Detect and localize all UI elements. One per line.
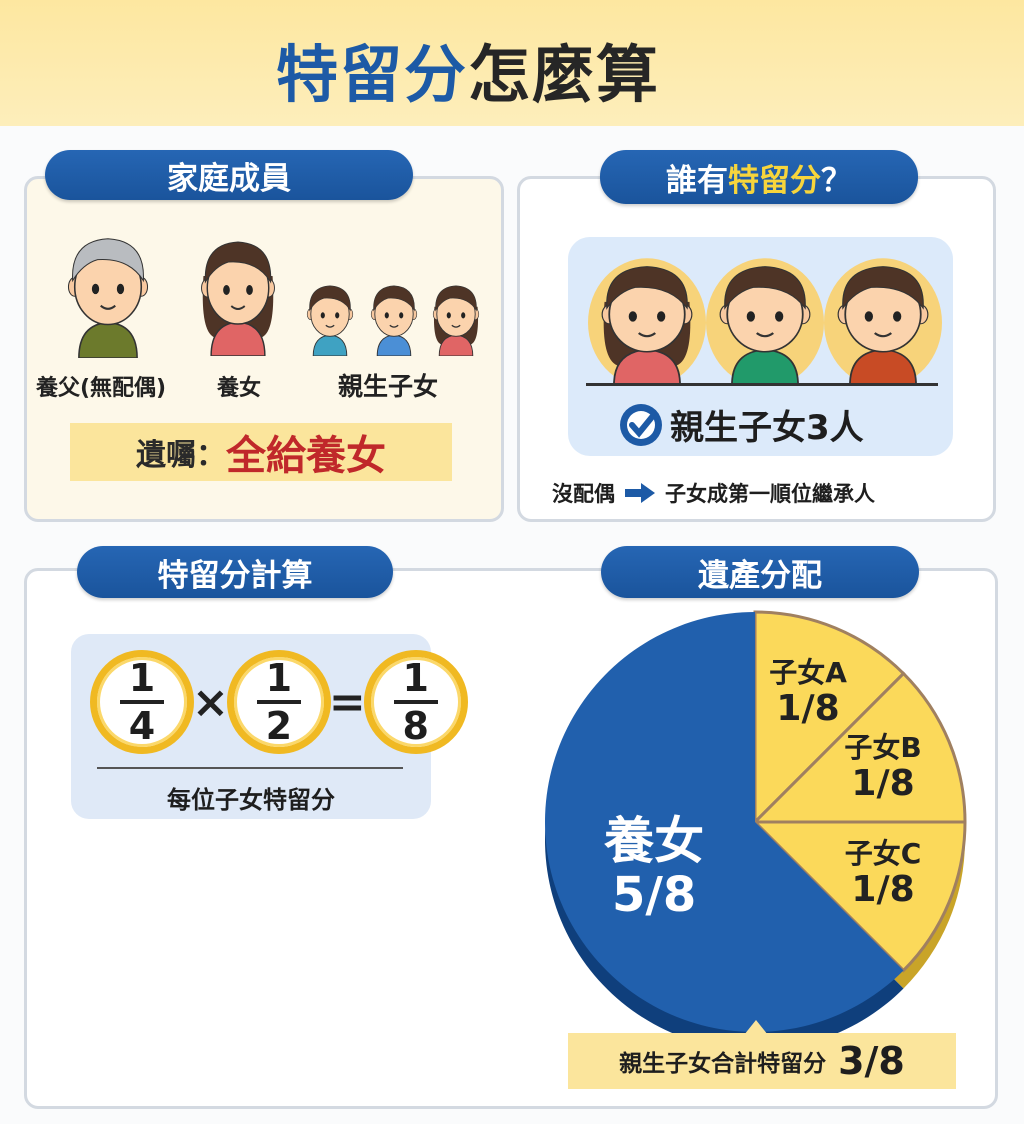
header-band xyxy=(0,0,1024,126)
label-adoptive-father: 養父(無配偶) xyxy=(36,376,167,401)
label-adopted-daughter: 養女 xyxy=(217,376,262,401)
adoptive-father-icon xyxy=(56,222,160,359)
pie-label-value: 5/8 xyxy=(611,866,697,923)
formula-caption: 每位子女特留分 xyxy=(167,786,335,814)
checkmark-icon xyxy=(620,403,662,446)
child-icon xyxy=(364,276,424,357)
pie-label: 子女B 1/8 xyxy=(813,730,953,804)
pie-slice-4 xyxy=(545,612,904,1032)
distribution-title: 遺產分配 xyxy=(601,546,919,598)
family-title: 家庭成員 xyxy=(45,150,413,200)
pie-slice-3 xyxy=(751,820,967,973)
denominator: 4 xyxy=(128,704,156,748)
title-highlight: 特留分 xyxy=(275,38,468,111)
note-row: 沒配偶 子女成第一順位繼承人 xyxy=(552,478,875,508)
child-icon xyxy=(426,276,486,357)
check-row: 親生子女3人 xyxy=(618,400,864,449)
denominator: 8 xyxy=(402,704,429,748)
child-a-icon xyxy=(588,250,706,388)
pie-label-name: 子女C xyxy=(844,837,922,871)
pie-label: 養女 5/8 xyxy=(584,811,724,923)
inheritance-pie-chart xyxy=(545,610,967,1040)
will-label: 遺囑： xyxy=(136,438,226,473)
pie-label-value: 1/8 xyxy=(776,687,840,729)
total-banner: 親生子女合計特留分 3/8 xyxy=(568,1033,956,1089)
check-text: 親生子女3人 xyxy=(670,408,864,448)
pie-label-value: 1/8 xyxy=(851,868,915,910)
pie-label-value: 1/8 xyxy=(851,762,915,804)
title-post: ？ xyxy=(821,162,852,199)
ground-line xyxy=(586,383,938,386)
child-b-icon xyxy=(706,250,824,388)
will-value: 全給養女 xyxy=(226,433,386,479)
pie-label-name: 子女B xyxy=(844,730,922,764)
pie-label-name: 養女 xyxy=(604,811,705,870)
numerator: 1 xyxy=(265,656,293,700)
equals-sign: = xyxy=(328,676,366,728)
pie-slice-1 xyxy=(753,610,906,826)
times-sign: × xyxy=(192,676,229,728)
pie-label: 子女C 1/8 xyxy=(813,837,953,910)
pie-label-name: 子女A xyxy=(769,655,847,689)
numerator: 1 xyxy=(402,656,429,700)
heirs-title: 誰有 特留分？ xyxy=(600,150,918,204)
total-value: 3/8 xyxy=(838,1039,905,1083)
title-highlight: 特留分 xyxy=(728,162,821,199)
note-left: 沒配偶 xyxy=(552,482,615,506)
total-label: 親生子女合計特留分 xyxy=(619,1051,827,1077)
denominator: 2 xyxy=(265,704,293,748)
title-pre: 誰有 xyxy=(666,162,728,199)
adopted-daughter-icon xyxy=(190,226,286,357)
calc-title: 特留分計算 xyxy=(77,546,393,598)
title-rest: 怎麼算 xyxy=(468,38,661,111)
divider xyxy=(97,767,403,769)
numerator: 1 xyxy=(128,656,156,700)
note-right: 子女成第一順位繼承人 xyxy=(665,482,875,506)
pie-slice-2 xyxy=(751,671,967,824)
child-icon xyxy=(300,276,360,357)
page-title: 特留分怎麼算 xyxy=(0,24,936,114)
will-banner: 遺囑： 全給養女 xyxy=(70,423,452,481)
arrow-right-icon xyxy=(625,483,655,503)
label-biological-children: 親生子女 xyxy=(338,372,439,401)
pointer-icon xyxy=(744,1020,768,1035)
child-c-icon xyxy=(824,250,942,388)
pie-label: 子女A 1/8 xyxy=(738,655,878,729)
